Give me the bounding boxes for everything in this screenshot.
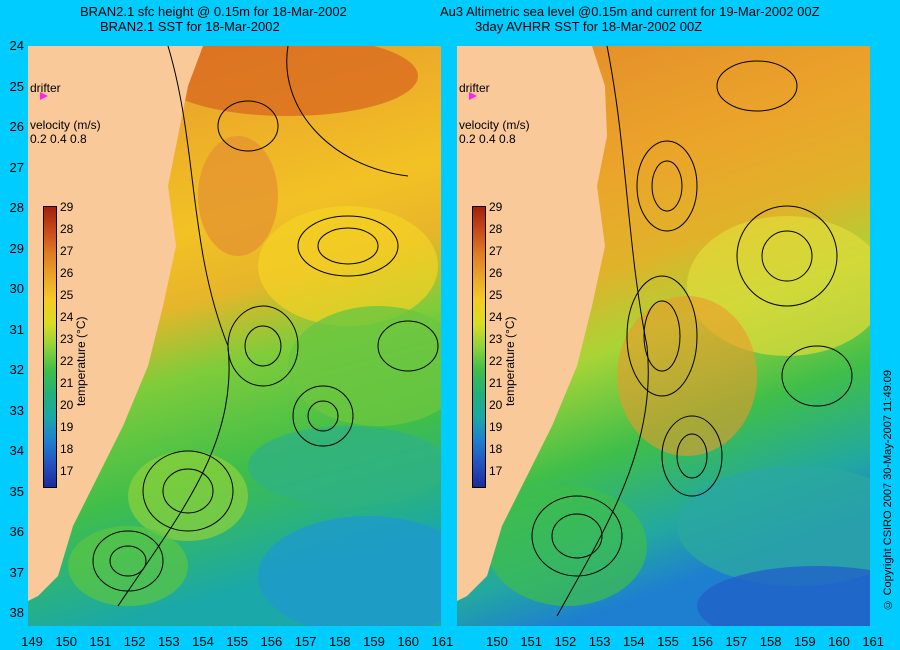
longitude-tick-label: 151 [89,634,112,649]
right-title-line1: Au3 Altimetric sea level @0.15m and curr… [440,4,820,19]
longitude-tick-label: 149 [21,634,43,649]
left-sst-map [28,46,441,626]
latitude-tick-label: 30 [9,281,24,296]
latitude-tick-label: 31 [9,321,24,337]
colorbar-tick-label: 24 [489,310,503,324]
colorbar-tick-label: 23 [60,332,74,346]
longitude-tick-label: 159 [363,634,385,649]
longitude-tick-label: 156 [691,634,714,649]
right-velocity-scale: 0.2 0.4 0.8 [459,132,516,146]
latitude-tick-label: 25 [9,78,24,94]
right-map-panel: drifter velocity (m/s) 0.2 0.4 0.8 29 28 2… [457,46,870,626]
latitude-tick-label: 38 [9,605,24,620]
colorbar-tick-label: 26 [489,266,503,280]
colorbar-tick-label: 25 [489,288,503,302]
longitude-tick-label: 160 [397,634,420,649]
left-colorbar-title: temperature (°C) [74,316,88,407]
longitude-tick-label: 159 [793,634,816,649]
colorbar-tick-label: 17 [489,464,503,478]
latitude-tick-label: 29 [9,240,24,256]
longitude-tick-label: 154 [622,634,645,649]
left-colorbar [43,206,57,488]
longitude-tick-label: 156 [260,634,283,649]
colorbar-tick-label: 29 [60,200,74,214]
latitude-tick-label: 26 [9,119,24,134]
right-drifter-label: drifter [459,81,490,95]
colorbar-tick-label: 17 [60,464,74,478]
right-colorbar [472,206,486,488]
latitude-tick-label: 32 [9,362,24,377]
colorbar-tick-label: 29 [489,200,503,214]
colorbar-tick-label: 22 [489,354,503,368]
longitude-tick-label: 150 [486,634,508,649]
longitude-tick-label: 161 [862,634,885,649]
colorbar-tick-label: 27 [489,244,503,258]
latitude-tick-label: 36 [9,524,24,539]
longitude-tick-label: 157 [725,634,748,649]
longitude-tick-label: 158 [759,634,782,649]
longitude-tick-label: 160 [828,634,850,649]
left-map-panel: drifter velocity (m/s) 0.2 0.4 0.8 29 28 2… [28,46,441,626]
copyright-text: © Copyright CSIRO 2007 30-May-2007 11:49… [882,369,894,610]
colorbar-tick-label: 23 [489,332,503,346]
left-title: BRAN2.1 sfc height @ 0.15m for 18-Mar-20… [80,4,347,34]
right-velocity-title: velocity (m/s) [459,118,530,132]
colorbar-tick-label: 19 [489,420,503,434]
left-drifter-label: drifter [30,81,61,95]
right-colorbar-title: temperature (°C) [503,316,517,407]
latitude-tick-label: 27 [9,159,24,175]
right-title-line2: 3day AVHRR SST for 18-Mar-2002 00Z [475,19,703,34]
left-velocity-scale: 0.2 0.4 0.8 [30,132,87,146]
longitude-tick-label: 157 [294,634,317,649]
left-title-line2: BRAN2.1 SST for 18-Mar-2002 [100,19,280,34]
colorbar-tick-label: 27 [60,244,74,258]
colorbar-tick-label: 21 [489,376,503,390]
longitude-tick-label: 161 [431,634,454,649]
colorbar-tick-label: 24 [60,310,74,324]
colorbar-tick-label: 28 [60,222,74,236]
colorbar-tick-label: 26 [60,266,74,280]
longitude-tick-label: 152 [123,634,146,649]
latitude-tick-label: 37 [9,564,24,580]
longitude-tick-label: 154 [192,634,214,649]
longitude-tick-label: 152 [554,634,577,649]
colorbar-tick-label: 20 [60,398,74,412]
longitude-tick-label: 158 [328,634,351,649]
colorbar-tick-label: 18 [489,442,503,456]
left-velocity-title: velocity (m/s) [30,118,101,132]
latitude-tick-label: 33 [9,402,24,418]
longitude-tick-label: 153 [588,634,611,649]
latitude-tick-label: 28 [9,200,24,215]
longitude-tick-label: 155 [226,634,249,649]
latitude-tick-label: 34 [9,443,24,458]
right-sst-map [457,46,870,626]
colorbar-tick-label: 28 [489,222,503,236]
latitude-tick-label: 35 [9,483,24,499]
colorbar-tick-label: 19 [60,420,74,434]
colorbar-tick-label: 18 [60,442,74,456]
colorbar-tick-label: 25 [60,288,74,302]
left-title-line1: BRAN2.1 sfc height @ 0.15m for 18-Mar-20… [80,4,347,19]
right-title: Au3 Altimetric sea level @0.15m and curr… [440,4,820,34]
longitude-tick-label: 153 [157,634,180,649]
colorbar-tick-label: 21 [60,376,74,390]
colorbar-tick-label: 22 [60,354,74,368]
latitude-tick-label: 24 [9,38,24,53]
longitude-tick-label: 151 [520,634,543,649]
colorbar-tick-label: 20 [489,398,503,412]
longitude-tick-label: 150 [55,634,78,649]
longitude-tick-label: 155 [657,634,679,649]
